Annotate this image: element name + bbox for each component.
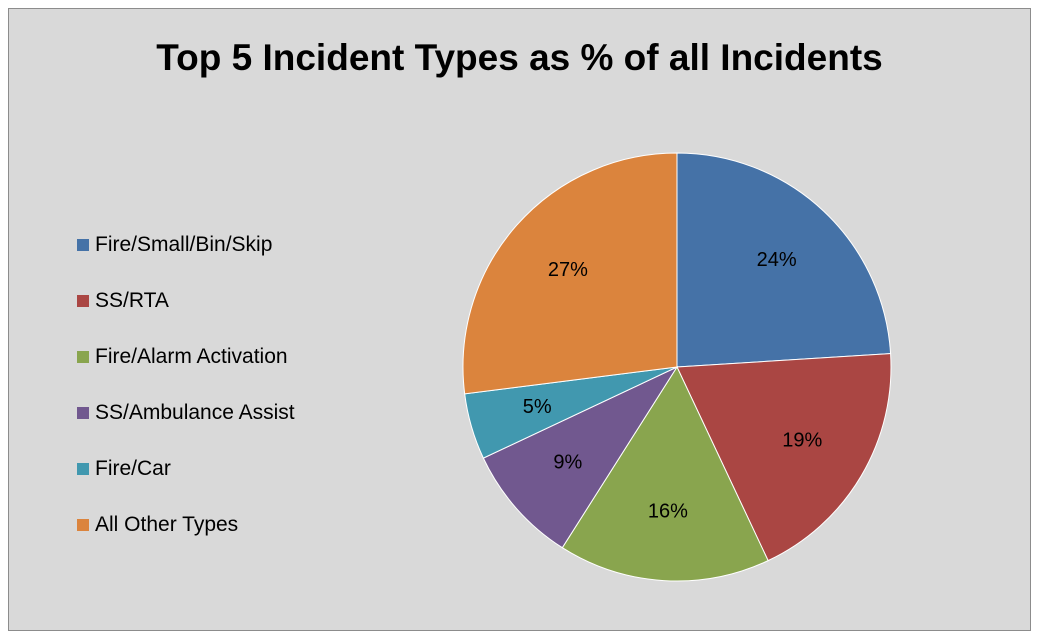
legend-swatch: [77, 295, 89, 307]
slice-fire-alarm-activation: [561, 365, 769, 582]
slice-fire-small-bin-skip: [676, 152, 892, 368]
legend-item: Fire/Alarm Activation: [77, 329, 295, 385]
legend-item: SS/RTA: [77, 273, 295, 329]
legend-label: Fire/Car: [95, 457, 171, 480]
chart-area: Top 5 Incident Types as % of all Inciden…: [8, 8, 1031, 631]
legend-item: SS/Ambulance Assist: [77, 385, 295, 441]
legend-label: Fire/Small/Bin/Skip: [95, 233, 273, 256]
slice-ss-ambulance-assist: [482, 365, 679, 549]
legend-label: Fire/Alarm Activation: [95, 345, 288, 368]
data-label: 9%: [553, 452, 582, 474]
legend-swatch: [77, 463, 89, 475]
legend-item: Fire/Car: [77, 441, 295, 497]
chart-title: Top 5 Incident Types as % of all Inciden…: [156, 37, 883, 78]
data-label: 16%: [648, 501, 688, 523]
legend-swatch: [77, 407, 89, 419]
legend-item: All Other Types: [77, 497, 295, 553]
legend-item: Fire/Small/Bin/Skip: [77, 217, 295, 273]
legend-swatch: [77, 519, 89, 531]
data-label: 5%: [523, 396, 552, 418]
pie-chart: 24% 19% 16% 9% 5% 27%: [462, 152, 892, 582]
legend-label: SS/RTA: [95, 289, 169, 312]
legend: Fire/Small/Bin/Skip SS/RTA Fire/Alarm Ac…: [77, 217, 295, 553]
legend-label: SS/Ambulance Assist: [95, 401, 295, 424]
legend-swatch: [77, 351, 89, 363]
data-label: 27%: [548, 259, 588, 281]
legend-label: All Other Types: [95, 513, 239, 536]
data-label: 19%: [782, 429, 822, 451]
data-label: 24%: [757, 249, 797, 271]
slice-ss-rta: [676, 353, 892, 562]
legend-swatch: [77, 239, 89, 251]
slice-all-other-types: [462, 152, 678, 395]
